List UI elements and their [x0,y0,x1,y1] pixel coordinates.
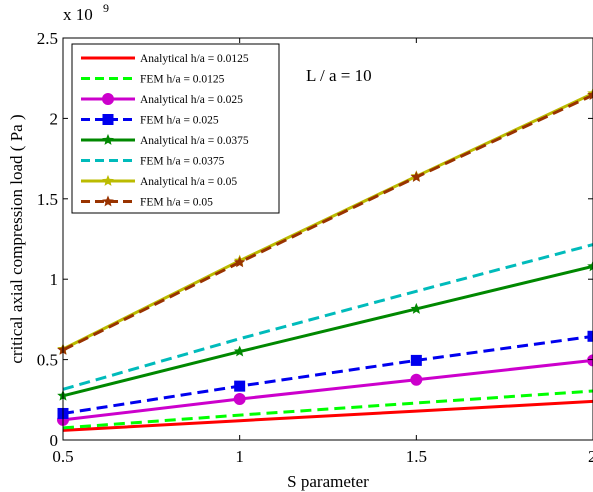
data-point [410,302,423,314]
series-line [62,243,593,391]
legend-label: Analytical h/a = 0.025 [140,94,243,106]
y-tick-label: 2 [50,109,59,128]
series-line [62,264,593,398]
y-tick-label: 1.5 [37,190,58,209]
legend-entry-7: Analytical h/a = 0.05 [81,174,237,188]
legend-box [71,43,280,214]
x-tick-label: 2 [588,447,593,466]
series-layer [57,87,593,432]
legend-entry-4: FEM h/a = 0.025 [81,114,219,127]
data-point [410,354,422,366]
legend-label: Analytical h/a = 0.0125 [140,53,249,65]
data-point [587,330,593,342]
y-tick-label: 2.5 [37,29,58,48]
series-line [62,358,593,422]
x-tick-label: 1.5 [406,447,427,466]
legend-label: FEM h/a = 0.0125 [140,74,225,86]
data-point [233,256,246,268]
x-tick-label: 0.5 [52,447,73,466]
legend-label: FEM h/a = 0.025 [140,115,219,127]
data-point [587,89,593,100]
series-line [62,334,593,415]
series-line [62,93,593,352]
data-point [587,260,593,272]
y-tick-label: 0 [50,431,59,450]
series-2 [62,389,593,430]
legend-marker [102,93,114,105]
legend: Analytical h/a = 0.0125 FEM h/a = 0.0125 A… [71,43,280,214]
legend-entry-3: Analytical h/a = 0.025 [81,93,243,106]
y-multiplier-base: x 10 [63,5,93,24]
series-line [62,399,593,432]
data-point [234,380,246,392]
legend-entry-6: FEM h/a = 0.0375 [81,156,225,168]
legend-label: Analytical h/a = 0.05 [140,176,237,188]
y-multiplier: x 10 [63,5,93,24]
series-3 [57,354,593,426]
legend-entry-5: Analytical h/a = 0.0375 [81,133,249,147]
data-point [587,354,593,367]
legend-entries: Analytical h/a = 0.0125 FEM h/a = 0.0125 A… [81,53,249,209]
y-axis-label: critical axial compression load ( Pa ) [7,114,26,363]
y-multiplier-exponent: 9 [103,1,109,15]
x-tick-label: 1 [235,447,244,466]
series-line [62,389,593,430]
series-1 [62,399,593,432]
legend-entry-1: Analytical h/a = 0.0125 [81,53,249,65]
legend-label: FEM h/a = 0.05 [140,197,213,209]
legend-marker [102,195,114,207]
legend-marker [102,114,114,125]
legend-label: FEM h/a = 0.0375 [140,156,225,168]
data-point [410,373,423,386]
legend-marker [102,174,114,186]
data-point [233,392,246,405]
y-tick-label: 1 [50,270,59,289]
annotation-l-over-a: L / a = 10 [306,66,372,85]
data-point [410,171,423,182]
series-6 [62,243,593,391]
legend-entry-2: FEM h/a = 0.0125 [81,74,225,86]
legend-label: Analytical h/a = 0.0375 [140,135,249,147]
plot-frame [62,37,593,441]
x-axis-label: S parameter [287,472,369,491]
data-point [233,345,246,357]
y-tick-label: 0.5 [37,351,58,370]
ticks-layer: 0.5 1 1.5 200.511.522.5 [37,29,593,466]
legend-entry-8: FEM h/a = 0.05 [81,195,213,209]
legend-marker [102,133,114,145]
